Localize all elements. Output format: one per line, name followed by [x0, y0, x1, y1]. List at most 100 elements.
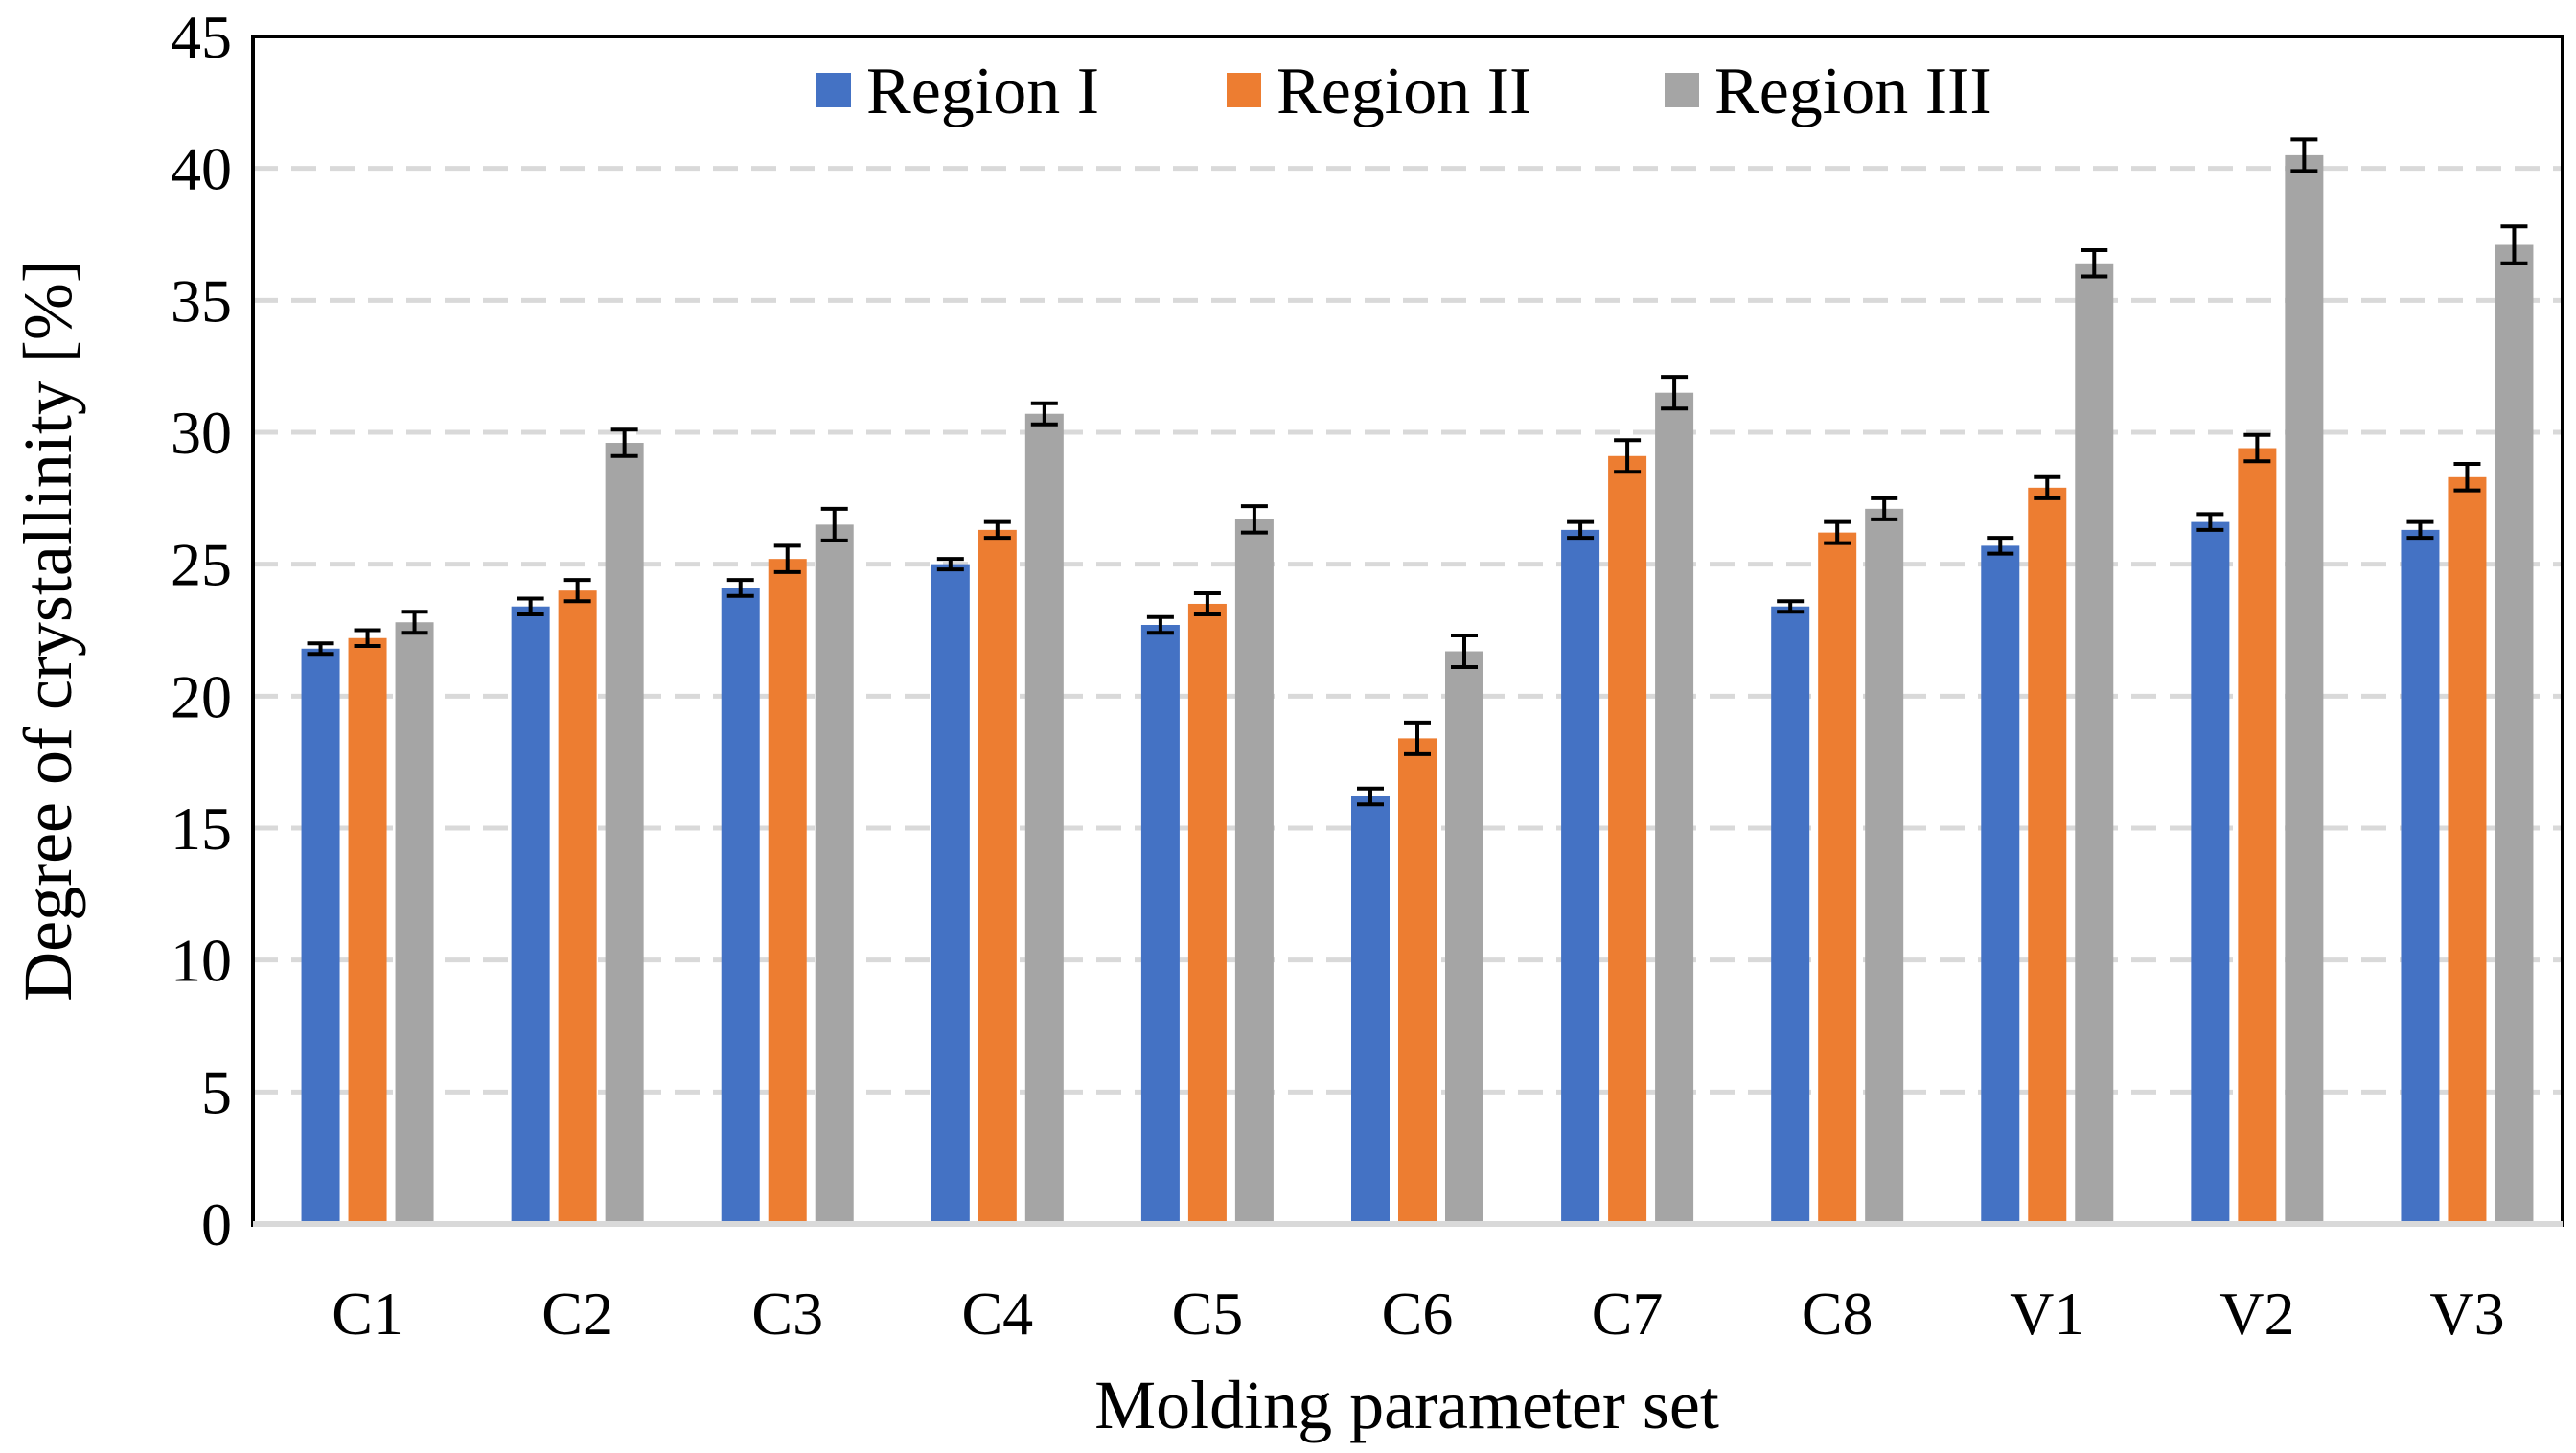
y-tick-label: 5	[201, 1058, 232, 1126]
x-category-label: C5	[1172, 1280, 1244, 1348]
bar-region-ii-c4	[978, 529, 1017, 1224]
bar-region-ii-v1	[2028, 487, 2067, 1224]
bar-region-iii-c1	[395, 622, 434, 1224]
error-bar-region-i-v2	[2196, 512, 2224, 532]
bar-region-i-c8	[1771, 606, 1810, 1224]
bar-region-i-v2	[2191, 521, 2230, 1224]
error-bar-region-ii-c6	[1404, 720, 1431, 756]
x-category-label: V2	[2220, 1280, 2294, 1348]
bar-region-iii-c5	[1234, 519, 1274, 1224]
y-axis-ticks: 0 5 10 15 20 25 30 35 40 45	[171, 3, 232, 1258]
error-bar-region-i-v1	[1987, 536, 2014, 556]
error-bar-region-ii-c1	[354, 628, 381, 649]
y-tick-label: 30	[171, 399, 232, 467]
x-category-label: C2	[541, 1280, 613, 1348]
y-axis-title: Degree of crystallinity [%]	[10, 260, 86, 1002]
error-bar-region-ii-c5	[1193, 590, 1221, 616]
legend-item-region-i: Region I	[816, 55, 1099, 128]
error-bar-region-iii-v1	[2081, 248, 2108, 279]
bar-region-ii-c8	[1818, 532, 1857, 1224]
error-bars	[307, 137, 2528, 807]
x-category-label: C8	[1802, 1280, 1874, 1348]
y-tick-label: 25	[171, 531, 232, 599]
bar-region-i-c1	[301, 648, 340, 1224]
error-bar-region-iii-c1	[401, 610, 428, 635]
bar-region-ii-v2	[2238, 448, 2277, 1224]
error-bar-region-iii-c4	[1030, 401, 1058, 427]
bar-region-i-c3	[721, 588, 760, 1224]
bar-region-iii-v1	[2075, 263, 2114, 1225]
error-bar-region-iii-c2	[610, 427, 638, 458]
error-bar-region-ii-c7	[1614, 438, 1642, 474]
bar-region-i-c2	[511, 606, 550, 1224]
x-axis-title: Molding parameter set	[1094, 1367, 1719, 1443]
bar-region-iii-c8	[1865, 508, 1904, 1224]
error-bar-region-i-c2	[517, 596, 544, 616]
y-tick-label: 40	[171, 135, 232, 203]
bar-region-ii-c1	[348, 637, 387, 1224]
bar-region-iii-c3	[815, 524, 854, 1224]
bar-region-ii-c7	[1608, 455, 1647, 1224]
y-tick-label: 35	[171, 266, 232, 334]
error-bar-region-ii-v1	[2034, 474, 2061, 500]
x-category-label: V1	[2010, 1280, 2084, 1348]
legend-label: Region I	[866, 55, 1099, 128]
bar-region-i-v3	[2401, 529, 2440, 1224]
bar-region-ii-c2	[558, 590, 597, 1224]
bar-region-iii-v3	[2495, 244, 2534, 1225]
x-category-label: C7	[1592, 1280, 1664, 1348]
legend: Region I Region II Region III	[816, 55, 1992, 128]
error-bar-region-iii-c7	[1661, 375, 1689, 411]
error-bar-region-i-c4	[936, 557, 964, 572]
bar-region-i-c5	[1140, 624, 1180, 1224]
x-category-label: C1	[332, 1280, 403, 1348]
error-bar-region-i-c1	[307, 641, 334, 657]
error-bar-region-iii-c3	[820, 506, 848, 542]
error-bar-region-iii-v3	[2500, 224, 2528, 265]
bar-region-ii-v3	[2448, 476, 2487, 1225]
bar-region-iii-v2	[2285, 154, 2324, 1224]
x-category-label: C3	[751, 1280, 823, 1348]
error-bar-region-ii-c4	[983, 519, 1011, 541]
bar-region-ii-c6	[1398, 738, 1437, 1224]
error-bar-region-i-c8	[1777, 599, 1805, 614]
legend-label: Region II	[1276, 55, 1531, 128]
bar-region-iii-c7	[1655, 392, 1694, 1224]
bar-region-i-c6	[1351, 796, 1390, 1224]
legend-item-region-iii: Region III	[1665, 55, 1992, 128]
x-axis-categories: C1 C2 C3 C4 C5 C6 C7 C8 V1 V2 V3	[332, 1280, 2504, 1348]
y-tick-label: 15	[171, 795, 232, 863]
bars	[301, 154, 2534, 1225]
error-bar-region-ii-c8	[1824, 519, 1852, 545]
error-bar-region-ii-v3	[2453, 462, 2481, 493]
bar-region-ii-c3	[768, 559, 807, 1224]
error-bar-region-i-c5	[1146, 614, 1174, 635]
legend-label: Region III	[1714, 55, 1992, 128]
error-bar-region-i-v3	[2406, 519, 2434, 541]
bar-region-iii-c4	[1024, 413, 1064, 1224]
bar-region-i-c7	[1561, 529, 1600, 1224]
error-bar-region-i-c7	[1567, 519, 1595, 541]
bar-region-iii-c6	[1445, 651, 1484, 1224]
y-tick-label: 20	[171, 662, 232, 730]
error-bar-region-iii-v2	[2290, 137, 2318, 173]
y-tick-label: 10	[171, 927, 232, 995]
y-tick-label: 0	[201, 1190, 232, 1258]
x-category-label: C4	[961, 1280, 1033, 1348]
bar-region-i-c4	[931, 564, 970, 1224]
y-tick-label: 45	[171, 3, 232, 71]
error-bar-region-ii-c3	[773, 543, 801, 574]
x-category-label: C6	[1382, 1280, 1454, 1348]
bar-region-ii-c5	[1187, 603, 1227, 1224]
error-bar-region-ii-c2	[564, 578, 591, 604]
legend-swatch	[816, 73, 851, 107]
error-bar-region-i-c6	[1357, 786, 1384, 807]
legend-item-region-ii: Region II	[1227, 55, 1531, 128]
x-category-label: V3	[2429, 1280, 2504, 1348]
legend-swatch	[1665, 73, 1699, 107]
bar-region-iii-c2	[605, 443, 644, 1225]
error-bar-region-iii-c6	[1451, 634, 1478, 670]
error-bar-region-iii-c8	[1871, 496, 1898, 521]
